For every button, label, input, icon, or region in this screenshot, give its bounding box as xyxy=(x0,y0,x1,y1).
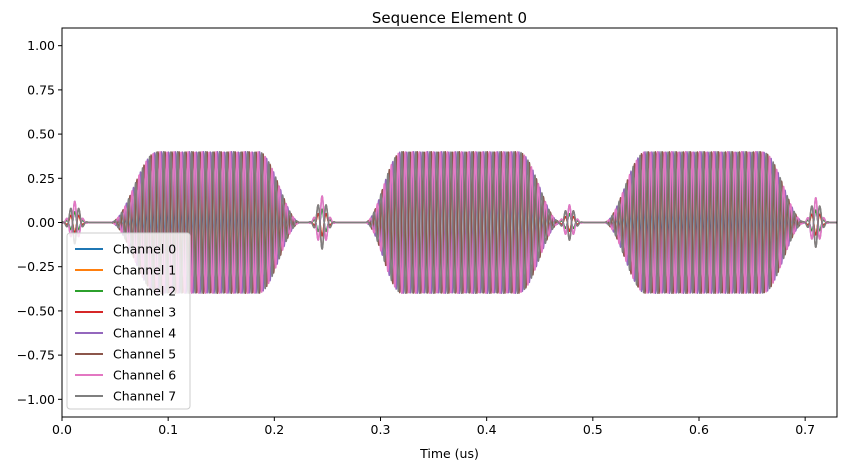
y-tick-label: −1.00 xyxy=(17,392,55,407)
x-tick-label: 0.5 xyxy=(583,422,603,437)
legend-label: Channel 5 xyxy=(113,347,176,362)
legend-label: Channel 4 xyxy=(113,326,176,341)
x-axis-title: Time (us) xyxy=(419,446,479,461)
legend-label: Channel 2 xyxy=(113,284,176,299)
plot-area xyxy=(61,27,838,418)
y-tick-label: 0.25 xyxy=(27,171,55,186)
x-tick-label: 0.2 xyxy=(264,422,284,437)
chart-title: Sequence Element 0 xyxy=(372,9,527,27)
x-tick-label: 0.1 xyxy=(158,422,178,437)
y-tick-label: 0.50 xyxy=(27,127,55,142)
y-tick-label: 1.00 xyxy=(27,38,55,53)
y-tick-label: −0.50 xyxy=(17,303,55,318)
legend: Channel 0 Channel 1 Channel 2 Channel 3 Chan… xyxy=(66,232,191,410)
series-line-channel-7 xyxy=(62,151,837,294)
y-axis: 1.00 0.75 0.50 0.25 0.00 −0.25 −0.50 −0.75 −1.00 xyxy=(17,38,62,407)
x-tick-label: 0.3 xyxy=(371,422,391,437)
y-tick-label: −0.25 xyxy=(17,259,55,274)
legend-label: Channel 3 xyxy=(113,305,176,320)
legend-label: Channel 0 xyxy=(113,242,176,257)
x-tick-label: 0.6 xyxy=(689,422,709,437)
legend-label: Channel 1 xyxy=(113,263,176,278)
x-axis: 0.0 0.1 0.2 0.3 0.4 0.5 0.6 0.7 xyxy=(52,417,815,437)
x-tick-label: 0.4 xyxy=(477,422,497,437)
x-tick-label: 0.0 xyxy=(52,422,72,437)
series-line-channel-6 xyxy=(62,151,837,294)
series-layer xyxy=(62,151,837,294)
x-tick-label: 0.7 xyxy=(795,422,815,437)
y-tick-label: −0.75 xyxy=(17,348,55,363)
legend-label: Channel 6 xyxy=(113,368,176,383)
legend-label: Channel 7 xyxy=(113,389,176,404)
y-tick-label: 0.00 xyxy=(27,215,55,230)
legend-box xyxy=(66,232,191,410)
y-tick-label: 0.75 xyxy=(27,82,55,97)
